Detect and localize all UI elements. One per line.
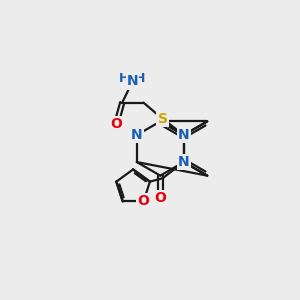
Text: S: S xyxy=(158,112,168,126)
Text: O: O xyxy=(138,194,149,208)
Text: O: O xyxy=(154,191,166,205)
Text: N: N xyxy=(178,128,190,142)
Text: H: H xyxy=(135,72,145,85)
Text: H: H xyxy=(118,72,129,85)
Text: N: N xyxy=(131,128,143,142)
Text: N: N xyxy=(178,155,190,169)
Text: N: N xyxy=(127,74,138,88)
Text: N: N xyxy=(178,155,190,169)
Text: O: O xyxy=(110,117,122,131)
